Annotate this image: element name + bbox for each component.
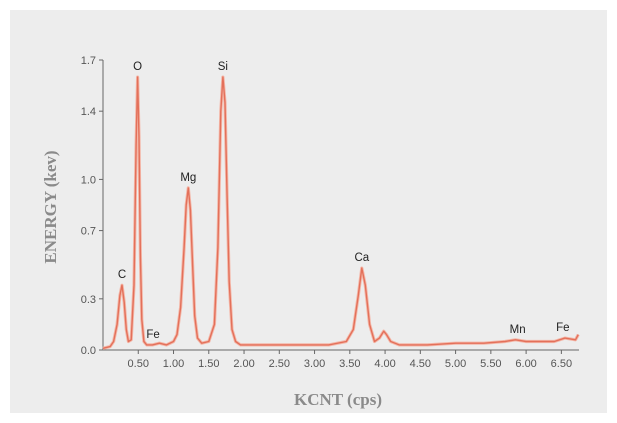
x-tick-label: 2.50 [269,358,290,370]
x-axis-title: KCNT (cps) [294,390,382,409]
peak-label: Ca [354,252,369,264]
spectrum-line-glow [102,75,580,350]
spectrum-line [102,76,579,349]
y-tick-label: 0.3 [81,294,96,306]
y-tick-label: 1.0 [81,174,96,186]
y-tick-label: 1.7 [81,55,96,67]
peak-label: Mg [180,172,196,184]
y-tick-label: 0.0 [81,345,96,357]
x-tick-label: 3.50 [339,358,360,370]
x-tick-label: 4.50 [410,358,431,370]
x-tick-label: 5.00 [445,358,466,370]
peak-label: O [133,61,142,73]
x-tick-label: 6.50 [551,358,572,370]
y-tick-label: 0.7 [81,226,96,238]
series-layer [102,75,580,350]
peak-label: Fe [146,329,159,341]
x-tick-label: 1.00 [163,358,184,370]
peak-label: Si [218,61,228,73]
peak-label: Fe [556,322,569,334]
y-tick-label: 1.4 [81,106,96,118]
x-tick-label: 3.00 [304,358,325,370]
x-tick-label: 4.00 [374,358,395,370]
y-axis-title: ENERGY (kev) [41,150,60,263]
peak-label: Mn [510,324,526,336]
x-tick-label: 2.00 [233,358,254,370]
peak-labels: C O Fe Mg Si Ca Mn Fe [118,61,570,341]
y-axis: 0.0 0.3 0.7 1.0 1.4 1.7 [81,55,104,357]
peak-label: C [118,269,126,281]
x-axis: 0.50 1.00 1.50 2.00 2.50 3.00 3.50 4.00 4.50 5.00… [103,349,579,370]
x-tick-label: 6.00 [515,358,536,370]
x-tick-label: 1.50 [198,358,219,370]
x-tick-label: 0.50 [128,358,149,370]
x-tick-label: 5.50 [480,358,501,370]
